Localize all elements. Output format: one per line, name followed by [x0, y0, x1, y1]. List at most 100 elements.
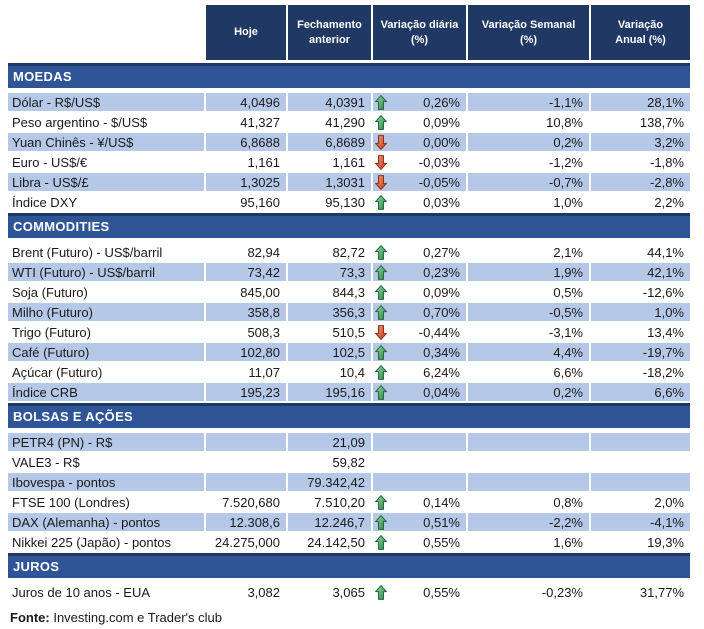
- cell-daily-change: 0,55%: [373, 533, 468, 553]
- table-row: Índice CRB 195,23 195,16 0,04% 0,2% 6,6%: [8, 383, 690, 403]
- table-row: Café (Futuro) 102,80 102,5 0,34% 4,4% -19,7%: [8, 343, 690, 363]
- table-row: Nikkei 225 (Japão) - pontos 24.275,000 24.…: [8, 533, 690, 553]
- cell-annual-change: 31,77%: [591, 583, 690, 603]
- cell-annual-change: -2,8%: [591, 173, 690, 193]
- table-row: Ibovespa - pontos 79.342,42: [8, 473, 690, 493]
- cell-weekly-change: -1,2%: [468, 153, 591, 173]
- daily-change-value: 0,70%: [423, 304, 460, 320]
- cell-fechamento: 3,065: [288, 583, 373, 603]
- table-row: Yuan Chinês - ¥/US$ 6,8688 6,8689 0,00% 0,2%…: [8, 133, 690, 153]
- cell-weekly-change: -0,7%: [468, 173, 591, 193]
- cell-hoje: 82,94: [206, 243, 288, 263]
- cell-label: Dólar - R$/US$: [8, 93, 206, 113]
- daily-change-value: 0,00%: [423, 134, 460, 150]
- cell-daily-change: 0,03%: [373, 193, 468, 213]
- cell-fechamento: 7.510,20: [288, 493, 373, 513]
- cell-fechamento: 21,09: [288, 433, 373, 453]
- cell-fechamento: 12.246,7: [288, 513, 373, 533]
- cell-label: Peso argentino - $/US$: [8, 113, 206, 133]
- cell-weekly-change: -3,1%: [468, 323, 591, 343]
- cell-hoje: [206, 453, 288, 473]
- source-text: Investing.com e Trader's club: [49, 610, 223, 625]
- cell-daily-change: 0,23%: [373, 263, 468, 283]
- cell-fechamento: 1,161: [288, 153, 373, 173]
- cell-label: Milho (Futuro): [8, 303, 206, 323]
- cell-weekly-change: 2,1%: [468, 243, 591, 263]
- up-arrow-icon: [375, 244, 387, 260]
- cell-label: Euro - US$/€: [8, 153, 206, 173]
- cell-daily-change: 0,09%: [373, 113, 468, 133]
- cell-fechamento: 41,290: [288, 113, 373, 133]
- cell-fechamento: 79.342,42: [288, 473, 373, 493]
- cell-label: Libra - US$/£: [8, 173, 206, 193]
- cell-annual-change: 42,1%: [591, 263, 690, 283]
- up-arrow-icon: [375, 584, 387, 600]
- cell-annual-change: -4,1%: [591, 513, 690, 533]
- cell-weekly-change: -0,5%: [468, 303, 591, 323]
- daily-change-value: -0,44%: [418, 324, 460, 340]
- source-note: Fonte: Investing.com e Trader's club: [8, 610, 704, 625]
- cell-annual-change: 28,1%: [591, 93, 690, 113]
- up-arrow-icon: [375, 304, 387, 320]
- cell-hoje: 1,161: [206, 153, 288, 173]
- table-header: Hoje Fechamento anterior Variação diária…: [8, 5, 690, 60]
- cell-hoje: 358,8: [206, 303, 288, 323]
- cell-fechamento: 356,3: [288, 303, 373, 323]
- col-header-variacao-diaria: Variação diária (%): [373, 5, 468, 60]
- table-row: Dólar - R$/US$ 4,0496 4,0391 0,26% -1,1% 28,1…: [8, 93, 690, 113]
- cell-hoje: 11,07: [206, 363, 288, 383]
- cell-hoje: 1,3025: [206, 173, 288, 193]
- daily-change-value: 0,14%: [423, 494, 460, 510]
- cell-hoje: [206, 433, 288, 453]
- table-row: Juros de 10 anos - EUA 3,082 3,065 0,55% -0,…: [8, 583, 690, 603]
- cell-daily-change: [373, 453, 468, 473]
- table-row: Euro - US$/€ 1,161 1,161 -0,03% -1,2% -1,8%: [8, 153, 690, 173]
- cell-label: Yuan Chinês - ¥/US$: [8, 133, 206, 153]
- cell-daily-change: 0,14%: [373, 493, 468, 513]
- cell-annual-change: [591, 473, 690, 493]
- cell-annual-change: 3,2%: [591, 133, 690, 153]
- cell-annual-change: 2,0%: [591, 493, 690, 513]
- daily-change-value: -0,05%: [418, 174, 460, 190]
- cell-annual-change: 19,3%: [591, 533, 690, 553]
- section-header-bolsas-e-acoes: BOLSAS E AÇÕES: [8, 403, 690, 428]
- table-row: Açúcar (Futuro) 11,07 10,4 6,24% 6,6% -18,2%: [8, 363, 690, 383]
- cell-weekly-change: [468, 453, 591, 473]
- daily-change-value: 0,09%: [423, 284, 460, 300]
- up-arrow-icon: [375, 114, 387, 130]
- cell-weekly-change: 10,8%: [468, 113, 591, 133]
- table-row: Libra - US$/£ 1,3025 1,3031 -0,05% -0,7% -2,8…: [8, 173, 690, 193]
- cell-weekly-change: -2,2%: [468, 513, 591, 533]
- daily-change-value: 0,34%: [423, 344, 460, 360]
- table-row: FTSE 100 (Londres) 7.520,680 7.510,20 0,14%…: [8, 493, 690, 513]
- daily-change-value: 0,55%: [423, 584, 460, 600]
- cell-hoje: 24.275,000: [206, 533, 288, 553]
- cell-daily-change: 0,51%: [373, 513, 468, 533]
- cell-annual-change: -1,8%: [591, 153, 690, 173]
- cell-hoje: 12.308,6: [206, 513, 288, 533]
- cell-hoje: 95,160: [206, 193, 288, 213]
- up-arrow-icon: [375, 344, 387, 360]
- cell-daily-change: -0,44%: [373, 323, 468, 343]
- cell-daily-change: -0,05%: [373, 173, 468, 193]
- cell-weekly-change: -1,1%: [468, 93, 591, 113]
- cell-fechamento: 4,0391: [288, 93, 373, 113]
- cell-fechamento: 844,3: [288, 283, 373, 303]
- cell-weekly-change: 0,2%: [468, 383, 591, 403]
- up-arrow-icon: [375, 514, 387, 530]
- cell-weekly-change: 0,5%: [468, 283, 591, 303]
- table-row: Índice DXY 95,160 95,130 0,03% 1,0% 2,2%: [8, 193, 690, 213]
- cell-label: Índice CRB: [8, 383, 206, 403]
- market-table: Hoje Fechamento anterior Variação diária…: [8, 5, 690, 603]
- cell-annual-change: 44,1%: [591, 243, 690, 263]
- cell-label: WTI (Futuro) - US$/barril: [8, 263, 206, 283]
- cell-weekly-change: 1,9%: [468, 263, 591, 283]
- cell-hoje: 6,8688: [206, 133, 288, 153]
- table-row: Milho (Futuro) 358,8 356,3 0,70% -0,5% 1,0%: [8, 303, 690, 323]
- cell-fechamento: 82,72: [288, 243, 373, 263]
- daily-change-value: 6,24%: [423, 364, 460, 380]
- cell-annual-change: 1,0%: [591, 303, 690, 323]
- cell-fechamento: 73,3: [288, 263, 373, 283]
- cell-annual-change: -18,2%: [591, 363, 690, 383]
